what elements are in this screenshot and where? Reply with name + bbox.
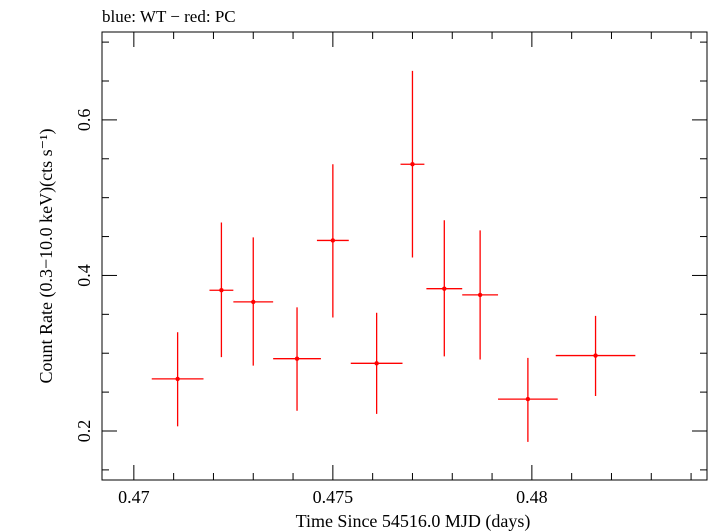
data-point: [462, 230, 499, 360]
data-point: [555, 315, 636, 396]
chart-title: blue: WT − red: PC: [102, 7, 236, 26]
data-point: [273, 307, 321, 411]
point-marker: [477, 292, 483, 298]
point-marker: [251, 299, 256, 305]
point-marker: [219, 288, 224, 293]
point-marker: [593, 353, 598, 358]
point-marker: [294, 356, 300, 361]
data-point: [209, 222, 234, 358]
data-point: [400, 70, 425, 258]
data-point: [233, 237, 274, 366]
data-points: [151, 70, 636, 442]
point-marker: [330, 238, 336, 243]
y-tick-label: 0.4: [74, 264, 94, 287]
data-point: [350, 312, 403, 414]
x-tick-label: 0.475: [313, 487, 354, 507]
y-tick-label: 0.2: [74, 420, 94, 443]
y-tick-label: 0.6: [74, 109, 94, 132]
point-marker: [374, 361, 379, 366]
axis-ticks: [102, 32, 707, 480]
plot-frame: [101, 31, 708, 481]
point-marker: [525, 396, 531, 402]
y-axis-label: Count Rate (0.3−10.0 keV)(cts s⁻¹): [36, 128, 57, 383]
point-marker: [442, 286, 447, 291]
x-tick-label: 0.47: [118, 487, 150, 507]
data-point: [426, 220, 463, 357]
x-axis-label: Time Since 54516.0 MJD (days): [296, 511, 531, 532]
data-point: [498, 357, 558, 442]
x-tick-label: 0.48: [516, 487, 548, 507]
data-point: [316, 164, 349, 318]
tick-labels: 0.47 0.475 0.48 0.2 0.4 0.6: [74, 109, 548, 507]
point-marker: [410, 162, 415, 167]
data-point: [151, 332, 204, 427]
point-marker: [175, 376, 180, 382]
